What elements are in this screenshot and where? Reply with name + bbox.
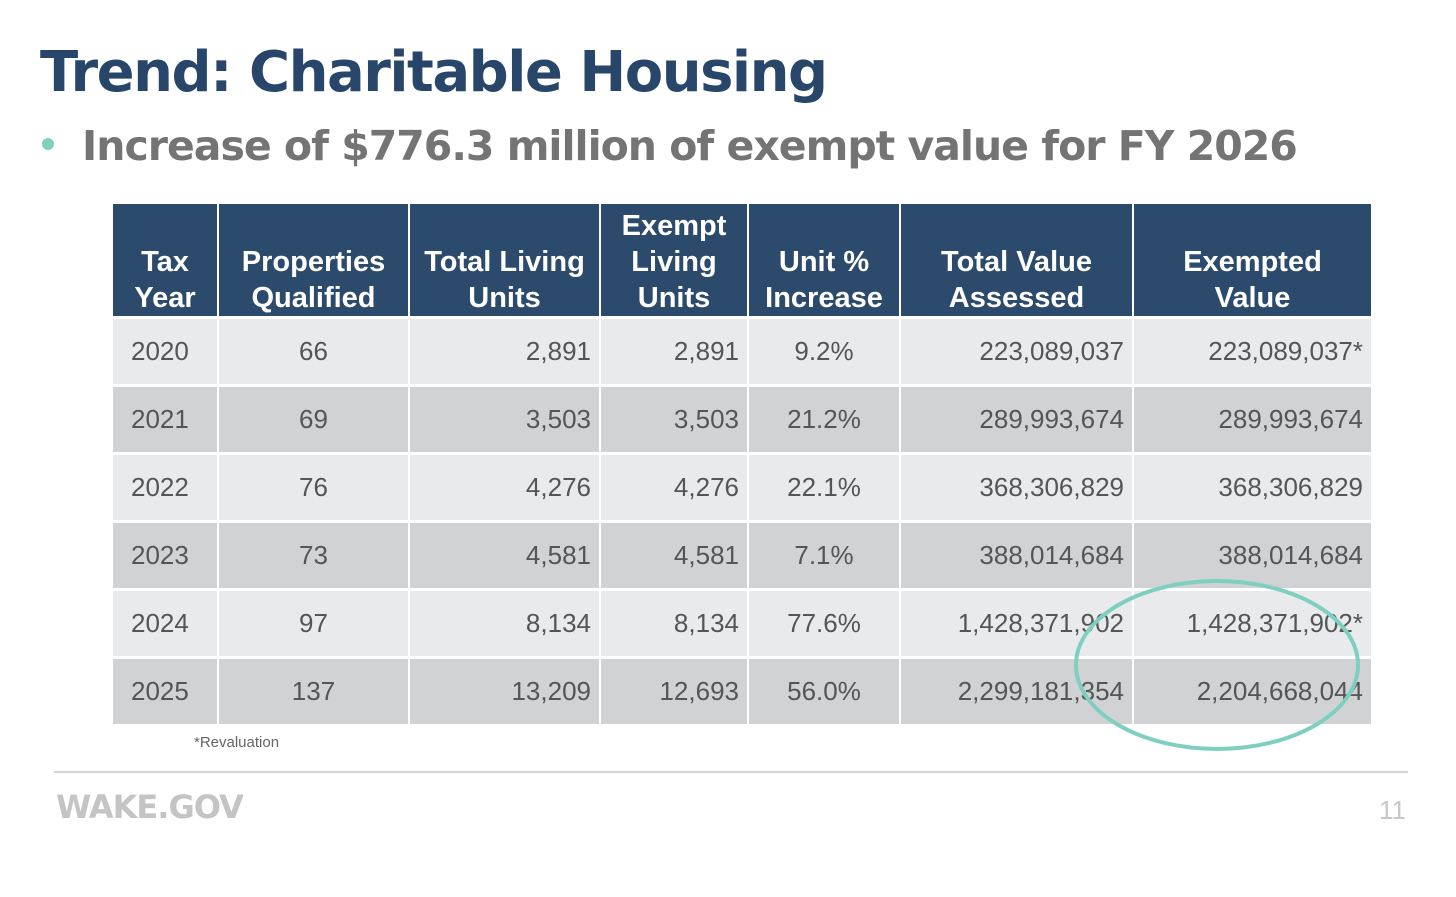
cell-properties-qualified: 76 <box>219 455 408 520</box>
cell-exempted-value: 368,306,829 <box>1134 455 1371 520</box>
header-line: Assessed <box>948 282 1085 314</box>
cell-properties-qualified: 69 <box>219 387 408 452</box>
header-tax-year: Tax Year <box>113 204 217 316</box>
cell-exempt-living-units: 12,693 <box>601 659 747 724</box>
cell-total-value-assessed: 223,089,037 <box>901 319 1132 384</box>
cell-properties-qualified: 73 <box>219 523 408 588</box>
header-line: Unit % <box>778 246 870 278</box>
table-row: 2021 69 3,503 3,503 21.2% 289,993,674 289,993,… <box>113 387 1371 452</box>
cell-unit-pct-increase: 21.2% <box>749 387 899 452</box>
cell-exempt-living-units: 2,891 <box>601 319 747 384</box>
cell-tax-year: 2025 <box>113 659 217 724</box>
cell-total-living-units: 8,134 <box>410 591 599 656</box>
cell-unit-pct-increase: 77.6% <box>749 591 899 656</box>
cell-exempt-living-units: 3,503 <box>601 387 747 452</box>
slide-subtitle: Increase of $776.3 million of exempt val… <box>82 122 1298 170</box>
cell-total-value-assessed: 289,993,674 <box>901 387 1132 452</box>
table-row: 2024 97 8,134 8,134 77.6% 1,428,371,902 1,428,… <box>113 591 1371 656</box>
header-properties-qualified: Properties Qualified <box>219 204 408 316</box>
slide-title: Trend: Charitable Housing <box>40 40 828 105</box>
cell-exempted-value: 1,428,371,902* <box>1134 591 1371 656</box>
cell-exempted-value: 2,204,668,044 <box>1134 659 1371 724</box>
header-line: Value <box>1214 282 1291 314</box>
cell-total-value-assessed: 1,428,371,902 <box>901 591 1132 656</box>
cell-exempt-living-units: 8,134 <box>601 591 747 656</box>
charitable-housing-table: Tax Year Properties Qualified Total Living Un… <box>111 201 1373 727</box>
header-total-living-units: Total Living Units <box>410 204 599 316</box>
cell-exempted-value: 289,993,674 <box>1134 387 1371 452</box>
table-row: 2023 73 4,581 4,581 7.1% 388,014,684 388,014,6… <box>113 523 1371 588</box>
cell-total-value-assessed: 2,299,181,354 <box>901 659 1132 724</box>
cell-tax-year: 2023 <box>113 523 217 588</box>
header-line: Total Living <box>424 246 585 278</box>
header-line: Living <box>631 246 717 278</box>
header-line: Total Value <box>941 246 1092 278</box>
cell-total-living-units: 4,581 <box>410 523 599 588</box>
bullet-icon <box>42 138 54 150</box>
header-line: Exempted <box>1183 246 1322 278</box>
header-line: Qualified <box>251 282 376 314</box>
cell-total-value-assessed: 368,306,829 <box>901 455 1132 520</box>
table-row: 2022 76 4,276 4,276 22.1% 368,306,829 368,306,… <box>113 455 1371 520</box>
cell-total-living-units: 3,503 <box>410 387 599 452</box>
table-row: 2020 66 2,891 2,891 9.2% 223,089,037 223,089,0… <box>113 319 1371 384</box>
header-line: Year <box>134 282 196 314</box>
header-line: Increase <box>765 282 883 314</box>
cell-unit-pct-increase: 22.1% <box>749 455 899 520</box>
cell-tax-year: 2022 <box>113 455 217 520</box>
cell-exempted-value: 388,014,684 <box>1134 523 1371 588</box>
cell-tax-year: 2024 <box>113 591 217 656</box>
header-line: Exempt <box>621 210 727 242</box>
cell-properties-qualified: 137 <box>219 659 408 724</box>
page-number: 11 <box>1379 795 1406 825</box>
cell-unit-pct-increase: 7.1% <box>749 523 899 588</box>
header-line: Properties <box>241 246 386 278</box>
header-line: Units <box>637 282 711 314</box>
table-row: 2025 137 13,209 12,693 56.0% 2,299,181,354 2,2… <box>113 659 1371 724</box>
cell-properties-qualified: 66 <box>219 319 408 384</box>
cell-total-living-units: 2,891 <box>410 319 599 384</box>
wake-gov-logo: WAKE.GOV <box>56 788 244 826</box>
header-exempt-living-units: Exempt Living Units <box>601 204 747 316</box>
cell-total-value-assessed: 388,014,684 <box>901 523 1132 588</box>
cell-total-living-units: 13,209 <box>410 659 599 724</box>
footer-divider <box>54 771 1408 773</box>
cell-unit-pct-increase: 56.0% <box>749 659 899 724</box>
header-exempted-value: Exempted Value <box>1134 204 1371 316</box>
cell-tax-year: 2020 <box>113 319 217 384</box>
cell-exempt-living-units: 4,276 <box>601 455 747 520</box>
header-unit-pct-increase: Unit % Increase <box>749 204 899 316</box>
header-line: Units <box>468 282 541 314</box>
footnote: *Revaluation <box>194 734 280 751</box>
cell-total-living-units: 4,276 <box>410 455 599 520</box>
header-total-value-assessed: Total Value Assessed <box>901 204 1132 316</box>
cell-tax-year: 2021 <box>113 387 217 452</box>
header-line: Tax <box>141 246 189 278</box>
cell-exempted-value: 223,089,037* <box>1134 319 1371 384</box>
cell-unit-pct-increase: 9.2% <box>749 319 899 384</box>
cell-exempt-living-units: 4,581 <box>601 523 747 588</box>
cell-properties-qualified: 97 <box>219 591 408 656</box>
